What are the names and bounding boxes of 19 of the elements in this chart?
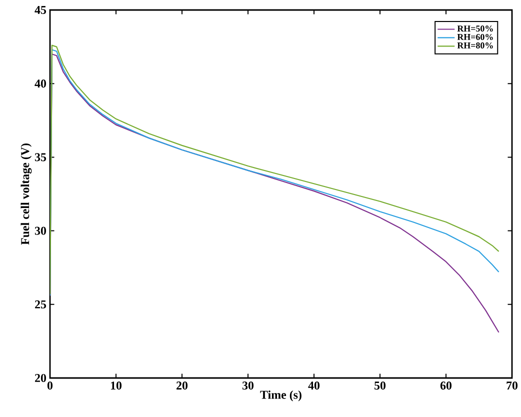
y-tick-label: 30: [34, 226, 46, 235]
legend-label: RH=50%: [457, 26, 493, 32]
x-tick-label: 60: [440, 382, 452, 390]
x-tick-label: 40: [308, 382, 320, 390]
y-tick-label: 40: [34, 80, 46, 88]
x-tick-label: 10: [110, 382, 122, 390]
y-tick-label: 35: [34, 153, 46, 162]
y-tick-label: 25: [35, 300, 46, 308]
legend-label: RH=60%: [457, 34, 493, 40]
x-tick-label: 70: [506, 382, 518, 390]
y-tick-label: 20: [35, 374, 46, 382]
y-tick-label: 45: [34, 6, 46, 14]
x-tick-label: 30: [242, 382, 254, 390]
x-axis-title: Time (s): [260, 390, 302, 402]
y-axis-title: Fuel cell voltage (V): [20, 144, 32, 245]
x-tick-label: 50: [374, 382, 386, 390]
x-tick-label: 20: [176, 382, 188, 390]
legend-label: RH=80%: [457, 42, 493, 49]
x-tick-label: 0: [47, 382, 53, 390]
